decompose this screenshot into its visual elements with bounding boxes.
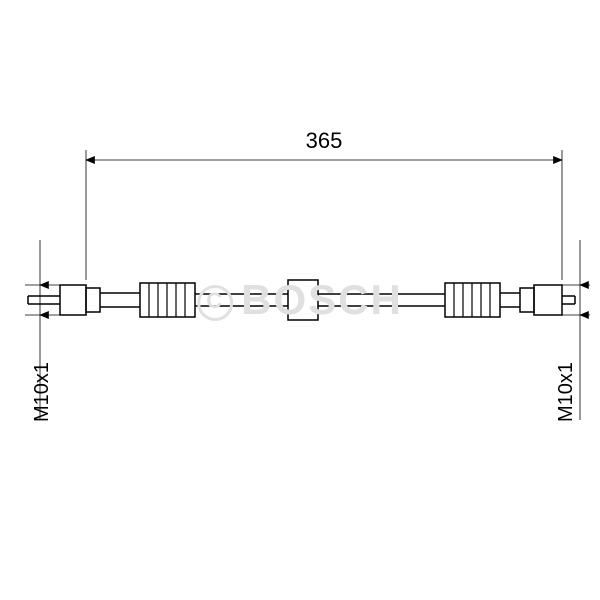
right-thread-label: M10x1 [555, 362, 577, 422]
technical-drawing: 365 [0, 0, 600, 600]
left-thread-label: M10x1 [31, 362, 53, 422]
hose-assembly [28, 280, 575, 320]
right-thread-dimension: M10x1 [555, 240, 590, 422]
dimension-value-main: 365 [306, 128, 343, 153]
left-thread-dimension: M10x1 [25, 240, 60, 422]
diagram-container: CBOSCH 365 [0, 0, 600, 600]
